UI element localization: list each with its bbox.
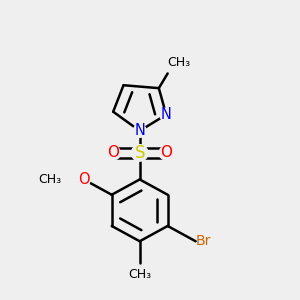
- Circle shape: [159, 146, 173, 160]
- Text: N: N: [134, 123, 145, 138]
- Text: S: S: [134, 144, 145, 162]
- Text: O: O: [78, 172, 90, 187]
- Circle shape: [106, 146, 120, 160]
- Circle shape: [77, 173, 90, 186]
- Text: CH₃: CH₃: [128, 268, 151, 281]
- Text: N: N: [161, 107, 172, 122]
- Text: CH₃: CH₃: [38, 173, 62, 186]
- Circle shape: [131, 145, 148, 161]
- Text: Br: Br: [196, 234, 211, 248]
- Text: CH₃: CH₃: [168, 56, 191, 69]
- Circle shape: [133, 124, 146, 137]
- Circle shape: [77, 173, 90, 186]
- Text: O: O: [107, 146, 119, 160]
- Circle shape: [160, 108, 173, 121]
- Text: O: O: [160, 146, 172, 160]
